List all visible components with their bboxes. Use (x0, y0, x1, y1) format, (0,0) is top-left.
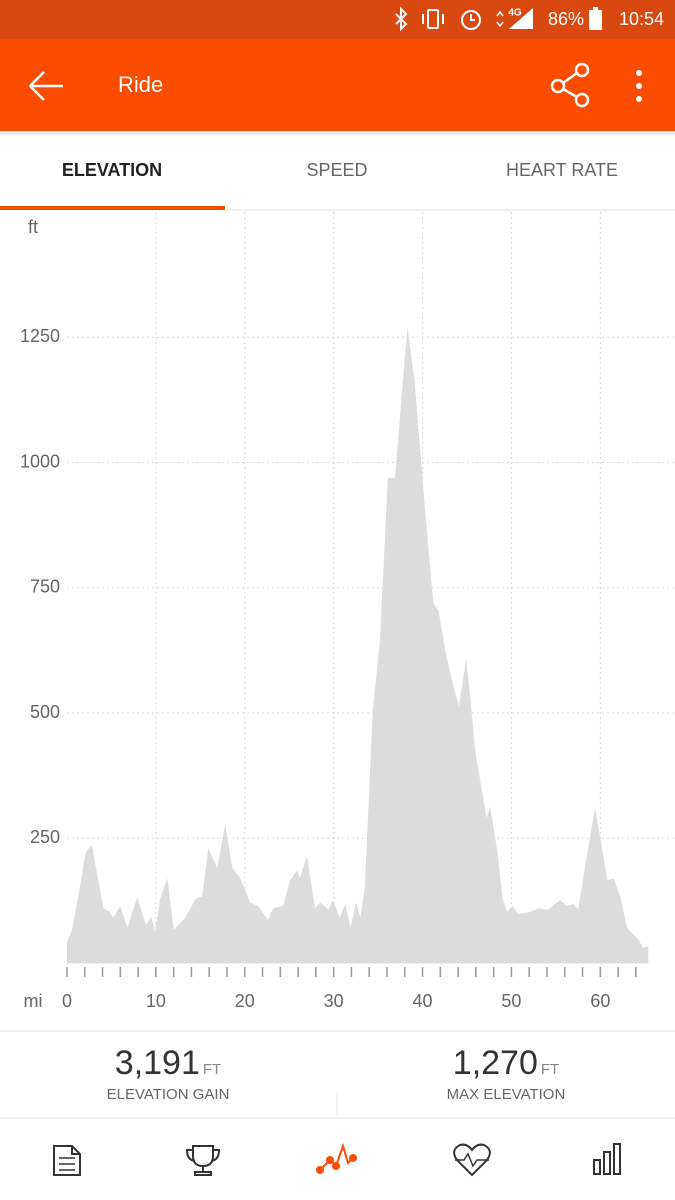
nav-overview[interactable] (53, 1145, 81, 1176)
alarm-icon (461, 10, 481, 30)
x-tick-label: 30 (324, 991, 344, 1011)
tabs: ELEVATION SPEED HEART RATE (62, 160, 618, 180)
status-icons (395, 6, 481, 32)
stat-label: ELEVATION GAIN (107, 1086, 230, 1103)
x-tick-label: 60 (590, 991, 610, 1011)
y-tick-label: 1000 (20, 451, 60, 471)
data-arrows (496, 10, 504, 28)
elevation-chart: ft mi 250 500 750 1000 1250 0 10 20 30 40 50 60 (20, 212, 675, 1011)
network-type: 4G (508, 8, 522, 19)
y-tick-label: 500 (30, 702, 60, 722)
stat-label: MAX ELEVATION (447, 1086, 566, 1103)
x-tick-label: 40 (413, 991, 433, 1011)
tab-indicator (0, 206, 225, 210)
tab[interactable]: ELEVATION (62, 160, 162, 180)
signal-icon (509, 8, 533, 29)
elevation-area (67, 327, 649, 964)
x-tick-label: 20 (235, 991, 255, 1011)
clock: 10:54 (619, 9, 664, 29)
vibrate-lines (422, 14, 444, 24)
nav-heart-rate[interactable] (453, 1143, 491, 1177)
stat-unit: FT (203, 1061, 221, 1078)
battery-icon (589, 10, 602, 30)
y-tick-label: 1250 (20, 326, 60, 346)
menu-button[interactable] (636, 70, 642, 102)
vibrate-icon (427, 9, 439, 29)
stat-unit: FT (541, 1061, 559, 1078)
nav-analysis[interactable] (316, 1142, 357, 1174)
stat-value: 3,191 FT (115, 1044, 221, 1082)
nav-stats[interactable] (593, 1143, 621, 1175)
app-bar-shadow (0, 131, 675, 135)
x-unit: mi (24, 991, 43, 1011)
battery-tip (593, 7, 598, 10)
app-title: Ride (118, 72, 163, 97)
share-button[interactable] (550, 62, 590, 108)
bottom-nav (53, 1142, 621, 1177)
nav-achievements[interactable] (185, 1145, 221, 1176)
status-bar (0, 0, 675, 39)
app-bar (0, 39, 675, 131)
battery-percent: 86% (548, 9, 584, 29)
alarm-hands (470, 14, 475, 21)
back-button[interactable] (29, 71, 63, 101)
x-tick-label: 10 (146, 991, 166, 1011)
stat-value: 1,270 FT (453, 1044, 559, 1082)
x-tick-label: 0 (62, 991, 72, 1011)
stat-number: 3,191 (115, 1044, 200, 1082)
stat-number: 1,270 (453, 1044, 538, 1082)
x-tick-label: 50 (501, 991, 521, 1011)
tab[interactable]: SPEED (306, 160, 367, 180)
y-tick-label: 750 (30, 577, 60, 597)
y-tick-label: 250 (30, 827, 60, 847)
y-unit: ft (28, 217, 38, 237)
tab[interactable]: HEART RATE (506, 160, 618, 180)
bluetooth-icon (395, 6, 408, 32)
